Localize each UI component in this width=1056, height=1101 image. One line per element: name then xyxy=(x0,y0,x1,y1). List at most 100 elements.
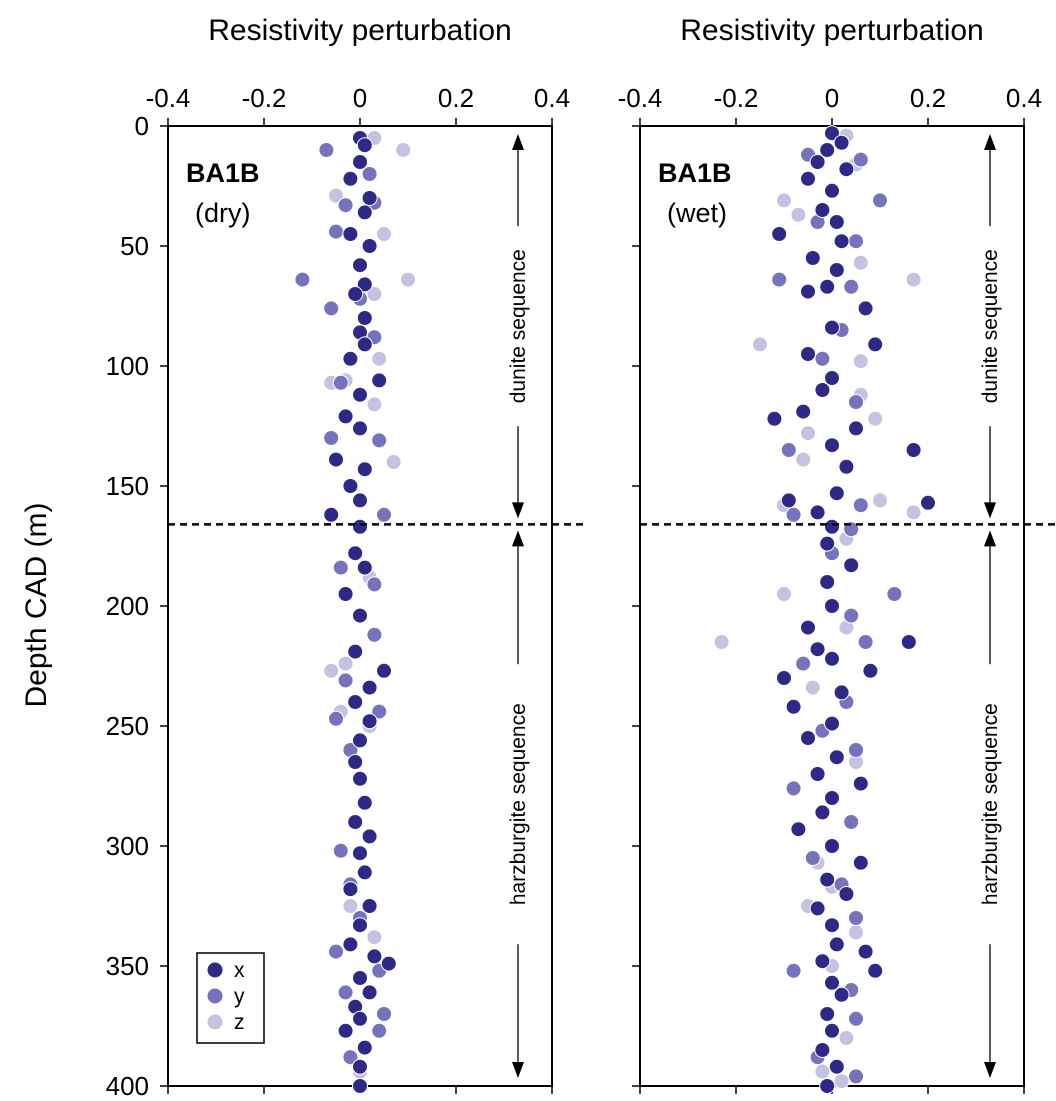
data-point-y xyxy=(872,192,888,209)
data-point-z xyxy=(323,662,340,679)
data-point-x xyxy=(361,828,378,845)
data-point-x xyxy=(352,1010,368,1027)
data-point-x xyxy=(809,504,826,521)
y-tick-label: 0 xyxy=(135,111,149,141)
data-point-y xyxy=(376,1006,392,1022)
data-point-x xyxy=(824,518,840,535)
x-tick-label: 0.4 xyxy=(1006,83,1042,113)
data-point-y xyxy=(332,559,349,576)
panel-label-core: BA1B xyxy=(186,158,260,188)
data-point-y xyxy=(366,576,383,593)
data-point-z xyxy=(385,454,402,470)
panel-label-condition: (dry) xyxy=(195,198,251,228)
data-point-y xyxy=(323,300,340,317)
data-point-y xyxy=(843,814,860,830)
data-point-y xyxy=(342,1049,359,1066)
data-point-z xyxy=(852,254,869,271)
data-point-x xyxy=(824,319,840,336)
data-point-x xyxy=(814,1042,831,1058)
data-point-x xyxy=(809,641,826,658)
data-point-y xyxy=(376,506,392,523)
sequence-arrowhead-up xyxy=(984,134,996,150)
data-point-z xyxy=(366,929,383,946)
data-point-x xyxy=(790,821,807,838)
sequence-arrowhead-down xyxy=(512,502,524,519)
legend-marker-y xyxy=(206,987,224,1005)
data-point-z xyxy=(905,504,922,521)
sequence-arrowhead-up xyxy=(984,530,996,547)
data-point-z xyxy=(848,924,864,941)
data-point-y xyxy=(848,1068,864,1085)
legend-label-x: x xyxy=(234,959,245,982)
data-point-x xyxy=(814,202,831,218)
data-point-x xyxy=(809,900,826,917)
data-point-x xyxy=(828,936,845,953)
data-point-x xyxy=(867,962,884,979)
data-point-x xyxy=(347,694,364,710)
data-point-x xyxy=(347,643,364,660)
data-point-y xyxy=(771,271,788,288)
data-point-x xyxy=(828,749,845,766)
data-point-z xyxy=(833,1073,850,1090)
data-point-x xyxy=(356,336,373,353)
data-point-y xyxy=(371,432,388,449)
y-tick-label: 350 xyxy=(106,951,149,981)
y-tick-label: 250 xyxy=(106,711,149,741)
data-point-x xyxy=(819,535,836,552)
data-point-x xyxy=(814,804,831,821)
data-point-x xyxy=(356,310,373,326)
y-tick-label: 50 xyxy=(120,231,149,261)
sequence-arrowhead-down xyxy=(984,1062,996,1078)
data-point-x xyxy=(824,917,840,934)
data-point-x xyxy=(352,1058,368,1075)
data-point-x xyxy=(819,871,836,888)
data-point-x xyxy=(342,170,359,187)
sequence-label: dunite sequence xyxy=(979,249,1002,403)
sequence-arrowhead-up xyxy=(512,530,524,547)
sequence-arrowhead-up xyxy=(512,134,524,150)
data-point-z xyxy=(905,271,922,288)
data-point-z xyxy=(800,425,816,442)
data-point-y xyxy=(332,842,349,859)
data-point-z xyxy=(366,286,383,302)
data-point-y xyxy=(337,197,354,214)
data-point-x xyxy=(352,420,368,437)
data-point-x xyxy=(366,948,383,965)
data-point-x xyxy=(809,154,826,170)
data-point-z xyxy=(852,353,869,370)
x-tick-label: 0 xyxy=(353,83,367,113)
data-point-z xyxy=(337,655,354,672)
data-point-x xyxy=(828,485,845,502)
data-point-x xyxy=(337,586,354,602)
data-point-x xyxy=(352,386,368,403)
data-point-x xyxy=(862,662,879,679)
data-point-y xyxy=(804,850,821,866)
data-point-x xyxy=(337,408,354,425)
data-point-y xyxy=(852,151,869,168)
data-point-x xyxy=(795,403,812,420)
data-point-x xyxy=(824,790,840,806)
data-point-z xyxy=(776,586,792,602)
y-axis-label: Depth CAD (m) xyxy=(20,502,53,707)
data-point-y xyxy=(848,1010,864,1027)
data-point-x xyxy=(843,557,860,574)
data-point-x xyxy=(356,794,373,811)
data-point-x xyxy=(356,461,373,478)
data-point-y xyxy=(361,166,378,182)
data-point-z xyxy=(795,451,812,468)
data-point-y xyxy=(852,497,869,514)
data-point-x xyxy=(800,346,816,362)
x-tick-label: -0.4 xyxy=(618,83,663,113)
data-point-y xyxy=(785,780,802,797)
data-point-x xyxy=(352,732,368,749)
chart-title: Resistivity perturbation xyxy=(680,14,983,47)
data-point-x xyxy=(900,634,917,650)
data-point-x xyxy=(857,943,874,960)
data-point-z xyxy=(872,492,888,509)
x-tick-label: 0.2 xyxy=(438,83,474,113)
data-point-y xyxy=(886,586,903,602)
data-point-x xyxy=(824,370,840,386)
data-point-x xyxy=(352,1078,368,1094)
data-point-x xyxy=(356,864,373,881)
